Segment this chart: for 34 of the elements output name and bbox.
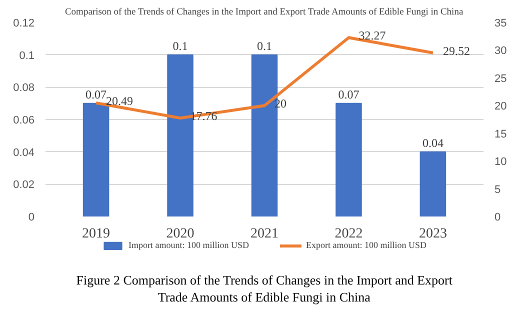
bar xyxy=(420,151,446,216)
y2-tick-label: 30 xyxy=(494,45,507,58)
y2-tick-label: 35 xyxy=(494,18,507,30)
data-label: 0.1 xyxy=(257,38,272,53)
data-label: 0.04 xyxy=(422,136,444,150)
y2-tick-label: 25 xyxy=(494,72,507,85)
y-tick-label: 0.12 xyxy=(13,18,35,30)
y2-tick-label: 15 xyxy=(494,128,507,140)
data-label: 0.07 xyxy=(338,87,360,102)
x-tick-label: 2023 xyxy=(418,226,447,242)
y2-tick-label: 0 xyxy=(494,212,501,224)
data-label: 32.27 xyxy=(358,28,386,43)
data-label: 0.07 xyxy=(86,87,107,102)
data-label: 29.52 xyxy=(442,44,470,58)
bar xyxy=(336,102,362,216)
y-tick-label: 0.02 xyxy=(13,179,35,192)
y-tick-label: 0 xyxy=(28,212,35,224)
x-tick-label: 2020 xyxy=(166,226,194,242)
chart-title: Comparison of the Trends of Changes in the Import and Export Trade Amounts of Edible Fungi in China xyxy=(64,8,464,18)
y-tick-label: 0.1 xyxy=(19,50,35,62)
x-tick-label: 2022 xyxy=(334,226,363,242)
y2-tick-label: 10 xyxy=(494,156,507,168)
legend-label: Export amount: 100 million USD xyxy=(306,240,426,250)
data-label: 20.49 xyxy=(106,94,134,108)
data-label: 0.1 xyxy=(172,38,188,53)
y-tick-label: 0.04 xyxy=(13,146,35,159)
y-tick-label: 0.06 xyxy=(13,114,35,126)
x-tick-label: 2019 xyxy=(82,226,110,242)
y2-tick-label: 20 xyxy=(494,100,507,113)
x-tick-label: 2021 xyxy=(250,226,278,242)
caption: Figure 2 Comparison of the Trends of Changes in the Import and Export Trade Amounts of Edible Fungi in China xyxy=(76,272,453,304)
legend-label: Import amount: 100 million USD xyxy=(128,240,249,250)
y2-tick-label: 5 xyxy=(494,184,501,196)
y-tick-label: 0.08 xyxy=(13,82,35,94)
